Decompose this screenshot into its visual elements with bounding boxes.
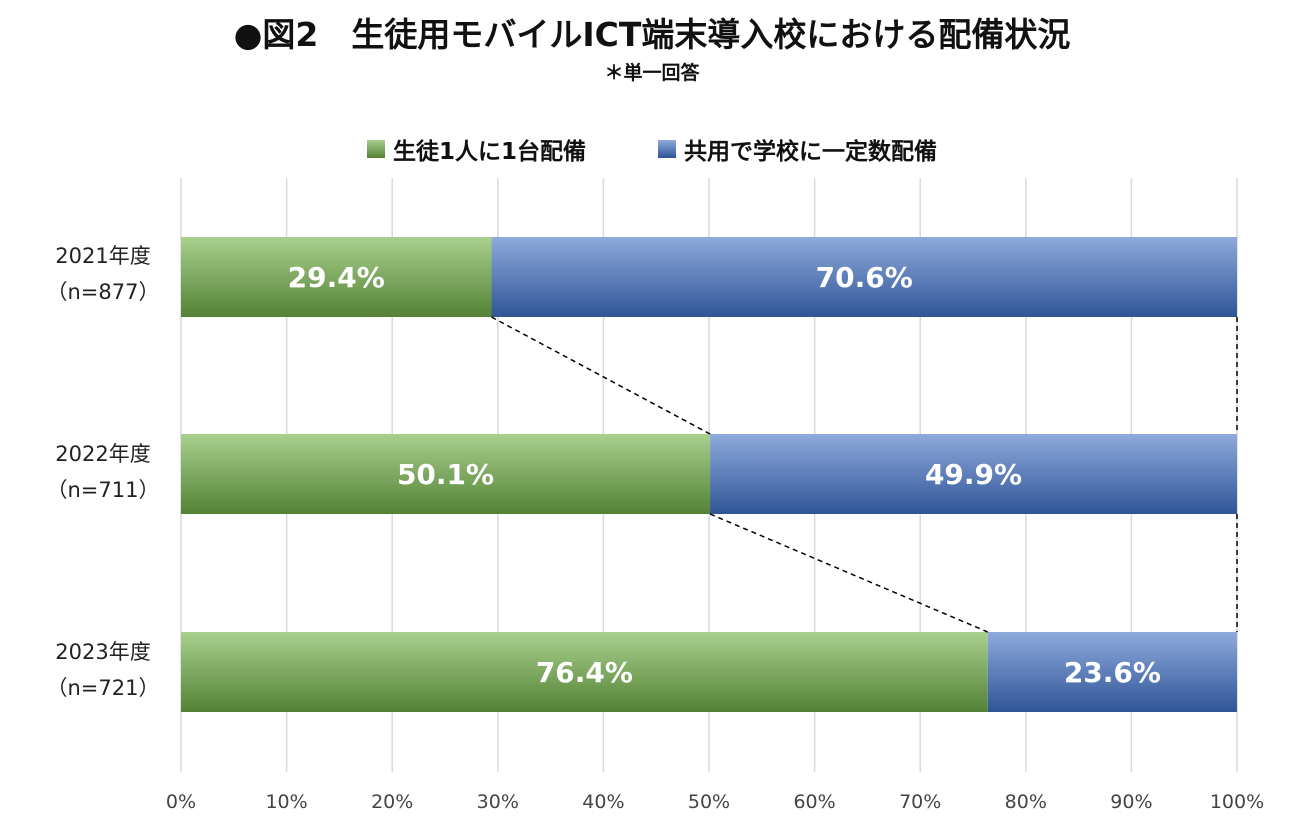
category-n-2023: （n=721）	[46, 676, 160, 700]
category-label-2023: 2023年度 （n=721）	[28, 634, 178, 706]
category-label-2022: 2022年度 （n=711）	[28, 436, 178, 508]
x-tick-label: 50%	[688, 791, 730, 813]
legend: 生徒1人に1台配備 共用で学校に一定数配備	[0, 132, 1304, 166]
legend-label-series1: 生徒1人に1台配備	[392, 139, 586, 165]
category-label-2021: 2021年度 （n=877）	[28, 238, 178, 310]
legend-swatch-series1	[366, 140, 385, 158]
category-n-2021: （n=877）	[46, 280, 160, 304]
chart-title: ●図2 生徒用モバイルICT端末導入校における配備状況	[233, 15, 1071, 54]
data-label: 76.4%	[536, 656, 633, 689]
bar-segment	[987, 632, 1237, 712]
category-n-2022: （n=711）	[46, 478, 160, 502]
x-tick-label: 0%	[166, 791, 196, 813]
chart-subtitle: ＊単一回答	[604, 62, 700, 84]
x-tick-label: 40%	[582, 791, 624, 813]
legend-swatch-series2	[658, 140, 676, 158]
bar-segment	[491, 237, 1237, 317]
series-line	[491, 316, 711, 435]
x-tick-label: 20%	[371, 791, 413, 813]
x-tick-label: 30%	[477, 791, 519, 813]
x-tick-label: 70%	[899, 791, 941, 813]
x-tick-label: 60%	[793, 791, 835, 813]
legend-item-series1: 生徒1人に1台配備	[366, 132, 586, 166]
data-label: 70.6%	[816, 261, 913, 294]
x-tick-label: 10%	[265, 791, 307, 813]
data-label: 29.4%	[288, 261, 385, 294]
x-tick-label: 90%	[1110, 791, 1152, 813]
bar-segment	[181, 632, 988, 712]
legend-label-series2: 共用で学校に一定数配備	[684, 139, 937, 165]
bar-segment	[181, 237, 492, 317]
x-tick-label: 100%	[1210, 791, 1264, 813]
category-year-2022: 2022年度	[55, 442, 151, 466]
data-label: 50.1%	[397, 458, 494, 491]
bar-segment	[181, 434, 711, 514]
legend-item-series2: 共用で学校に一定数配備	[658, 132, 937, 166]
category-year-2023: 2023年度	[55, 640, 151, 664]
category-year-2021: 2021年度	[55, 244, 151, 268]
x-tick-label: 80%	[1005, 791, 1047, 813]
bar-segment	[710, 434, 1237, 514]
data-label: 23.6%	[1064, 656, 1161, 689]
series-line	[709, 513, 989, 633]
data-label: 49.9%	[925, 458, 1022, 491]
